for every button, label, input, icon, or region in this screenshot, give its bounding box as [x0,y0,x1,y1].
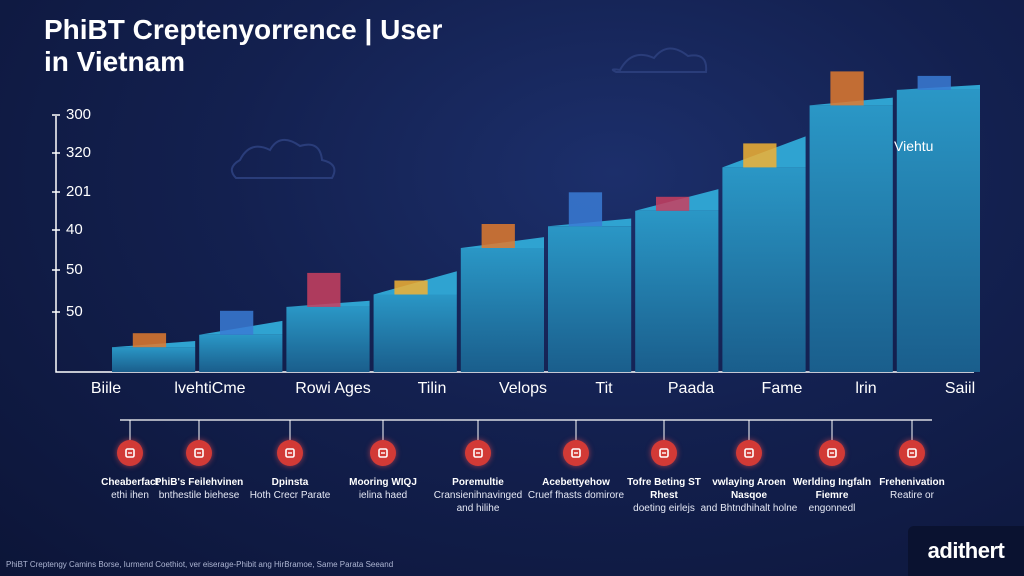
globe-icon [819,440,845,466]
feature-item: Dpinsta Hoth Crecr Parate [240,440,340,502]
x-tick-label: lvehtiCme [174,380,246,397]
y-tick-label: 50 [66,303,83,320]
x-tick-label: Saiil [944,380,976,397]
cloud-decoration [230,47,708,179]
building-icon [481,224,515,248]
feature-title: Poremultie [452,477,504,488]
feature-item: Mooring WIQJ ielina haed [333,440,433,502]
chart-icon [370,440,396,466]
bar-tit [548,226,632,372]
lock-icon [277,440,303,466]
bar-cap [809,97,893,106]
bar-paada [635,210,719,372]
y-tick-label: 50 [66,261,83,278]
brand-logo: adithert [908,526,1024,576]
y-tick-label: 300 [66,106,92,123]
building-icon [568,192,603,227]
feature-item: Acebettyehow Cruef fhasts domirore [526,440,626,502]
building-icon [917,75,951,90]
feature-subtitle: ielina haed [358,490,408,501]
feature-item: Cheaberfact ethi ihen [80,440,180,502]
x-tick-label: Paada [667,380,715,397]
feature-title: Acebettyehow [542,477,610,488]
bar-lvehticme [199,334,283,372]
x-tick-label: Tilin [417,380,447,397]
building-icon [394,280,428,295]
chart-annotation: Viehtu [894,138,934,154]
feature-subtitle: doeting eirlejs [633,503,695,514]
feature-title: PhiB's Feilehvinen [154,477,244,488]
x-tick-label: Tit [595,380,613,397]
building-icon [656,196,690,211]
footer-note: PhiBT Creptengy Camins Borse, Iurmend Co… [6,560,394,569]
feature-subtitle: engonnedl [808,503,856,514]
page-title: PhiBT Creptenyorrence | User in Vietnam [44,14,442,78]
x-tick-label: Velops [498,380,548,397]
bar-lrin [809,105,893,373]
title-line-2: in Vietnam [44,46,186,77]
wallet-icon [651,440,677,466]
gear-icon [899,440,925,466]
feature-title: Werlding Ingfaln Fiemre [792,477,872,501]
bar-tilin [373,294,457,372]
x-tick-label: Biile [90,380,122,397]
y-tick-label: 320 [66,144,92,161]
bar-cap [548,218,632,227]
y-tick-label: 201 [66,183,92,200]
feature-item: vwlaying Aroen Nasqoe and Bhtndhihalt hol… [699,440,799,515]
bar-fame [722,167,806,372]
feature-subtitle: Cransienihnavinged and hilihe [433,490,523,514]
flag-icon [117,440,143,466]
chat-icon [563,440,589,466]
feature-subtitle: Reatire or [890,490,934,501]
feature-item: Werlding Ingfaln Fiemre engonnedl [782,440,882,515]
feature-title: Cheaberfact [101,477,159,488]
feature-item: Frehenivation Reatire or [862,440,962,502]
feature-subtitle: Hoth Crecr Parate [249,490,331,501]
feature-subtitle: and Bhtndhihalt holne [700,503,798,514]
building-icon [186,440,212,466]
bar-rowi-ages [286,306,370,372]
x-tick-label: Rowi Ages [295,380,371,397]
feature-title: Dpinsta [271,477,309,488]
feature-subtitle: bnthestile biehese [158,490,240,501]
feature-item: Tofre Beting ST Rhest doeting eirlejs [614,440,714,515]
title-line-1: PhiBT Creptenyorrence | User [44,14,443,45]
feature-subtitle: Cruef fhasts domirore [527,490,625,501]
people-icon [736,440,762,466]
feature-item: PhiB's Feilehvinen bnthestile biehese [149,440,249,502]
bar-saiil [896,89,980,373]
building-icon [743,143,777,168]
x-tick-label: Fame [761,380,803,397]
x-axis [120,419,932,440]
feature-item: Poremultie Cransienihnavinged and hilihe [428,440,528,515]
feature-title: Mooring WIQJ [349,477,417,488]
bar-velops [460,248,544,372]
building-icon [307,272,341,307]
feature-title: Tofre Beting ST Rhest [627,477,701,501]
feature-title: vwlaying Aroen Nasqoe [712,477,786,501]
y-tick-label: 40 [66,221,83,238]
feature-subtitle: ethi ihen [111,490,149,501]
bar-biile [112,347,196,372]
document-icon [465,440,491,466]
building-icon [132,333,167,348]
building-icon [220,310,254,335]
bars-group [112,71,980,373]
x-tick-label: lrin [855,380,877,397]
feature-title: Frehenivation [879,477,945,488]
building-icon [830,71,864,106]
